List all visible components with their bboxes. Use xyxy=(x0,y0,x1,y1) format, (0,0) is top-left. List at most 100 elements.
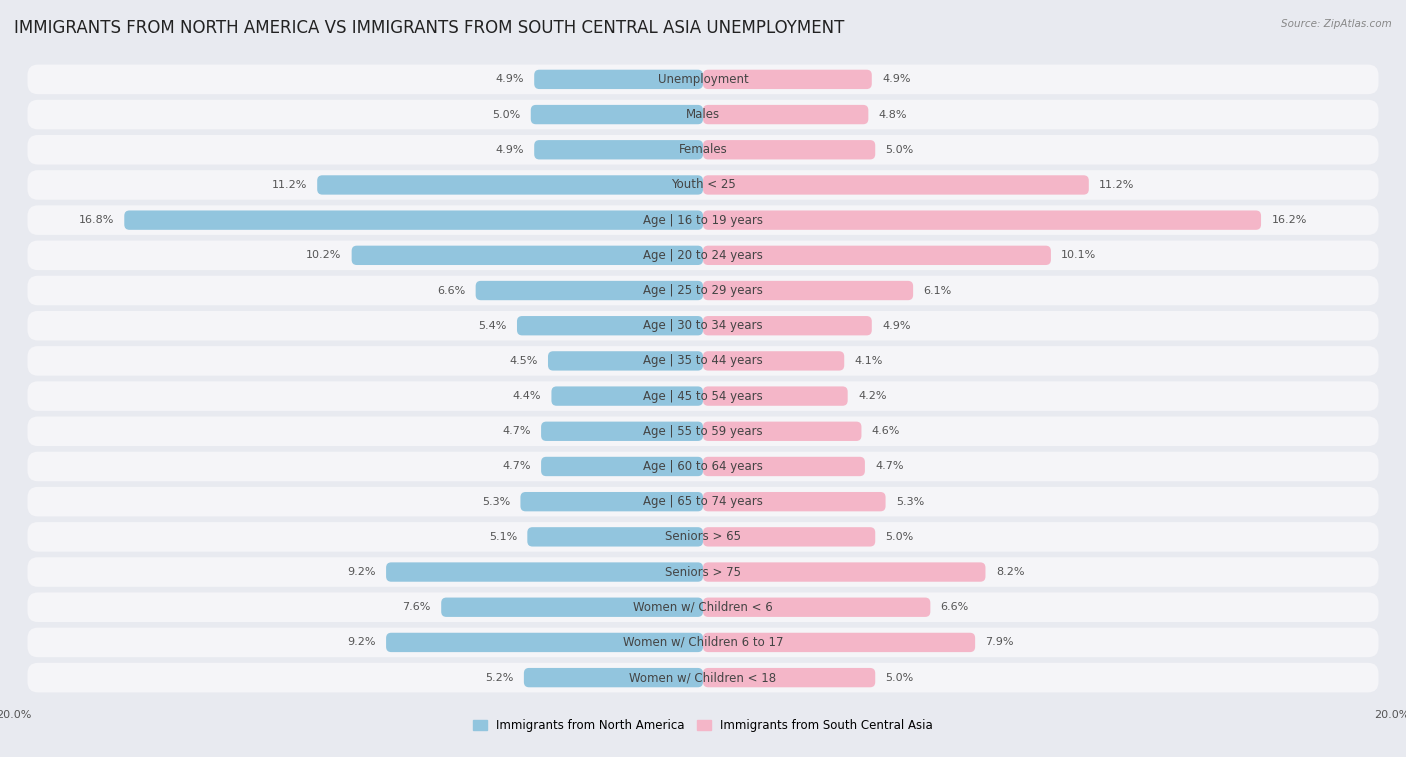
Text: 9.2%: 9.2% xyxy=(347,567,375,577)
Text: 16.2%: 16.2% xyxy=(1271,215,1306,225)
Text: 16.8%: 16.8% xyxy=(79,215,114,225)
FancyBboxPatch shape xyxy=(703,422,862,441)
Text: Age | 30 to 34 years: Age | 30 to 34 years xyxy=(643,319,763,332)
FancyBboxPatch shape xyxy=(527,527,703,547)
FancyBboxPatch shape xyxy=(703,668,875,687)
Text: Age | 20 to 24 years: Age | 20 to 24 years xyxy=(643,249,763,262)
Text: Women w/ Children < 6: Women w/ Children < 6 xyxy=(633,601,773,614)
FancyBboxPatch shape xyxy=(28,416,1378,446)
FancyBboxPatch shape xyxy=(28,522,1378,552)
FancyBboxPatch shape xyxy=(124,210,703,230)
Legend: Immigrants from North America, Immigrants from South Central Asia: Immigrants from North America, Immigrant… xyxy=(468,715,938,737)
Text: Unemployment: Unemployment xyxy=(658,73,748,86)
Text: 4.7%: 4.7% xyxy=(502,426,531,436)
Text: Age | 35 to 44 years: Age | 35 to 44 years xyxy=(643,354,763,367)
FancyBboxPatch shape xyxy=(703,210,1261,230)
FancyBboxPatch shape xyxy=(703,246,1050,265)
Text: Females: Females xyxy=(679,143,727,156)
Text: 4.9%: 4.9% xyxy=(882,74,911,84)
FancyBboxPatch shape xyxy=(28,452,1378,481)
Text: 4.4%: 4.4% xyxy=(513,391,541,401)
Text: 11.2%: 11.2% xyxy=(271,180,307,190)
Text: 4.7%: 4.7% xyxy=(502,462,531,472)
FancyBboxPatch shape xyxy=(534,140,703,160)
FancyBboxPatch shape xyxy=(703,140,875,160)
Text: 5.4%: 5.4% xyxy=(478,321,506,331)
Text: 5.3%: 5.3% xyxy=(482,497,510,506)
Text: 5.2%: 5.2% xyxy=(485,673,513,683)
FancyBboxPatch shape xyxy=(28,311,1378,341)
Text: Males: Males xyxy=(686,108,720,121)
Text: 6.1%: 6.1% xyxy=(924,285,952,295)
FancyBboxPatch shape xyxy=(387,562,703,581)
FancyBboxPatch shape xyxy=(28,135,1378,164)
Text: 4.9%: 4.9% xyxy=(882,321,911,331)
Text: Age | 55 to 59 years: Age | 55 to 59 years xyxy=(643,425,763,438)
FancyBboxPatch shape xyxy=(524,668,703,687)
FancyBboxPatch shape xyxy=(441,597,703,617)
FancyBboxPatch shape xyxy=(703,386,848,406)
Text: 4.7%: 4.7% xyxy=(875,462,904,472)
Text: 10.1%: 10.1% xyxy=(1062,251,1097,260)
FancyBboxPatch shape xyxy=(703,70,872,89)
Text: 4.9%: 4.9% xyxy=(495,145,524,154)
FancyBboxPatch shape xyxy=(534,70,703,89)
FancyBboxPatch shape xyxy=(387,633,703,652)
FancyBboxPatch shape xyxy=(548,351,703,371)
Text: 7.9%: 7.9% xyxy=(986,637,1014,647)
Text: Youth < 25: Youth < 25 xyxy=(671,179,735,192)
Text: Age | 45 to 54 years: Age | 45 to 54 years xyxy=(643,390,763,403)
FancyBboxPatch shape xyxy=(318,176,703,195)
FancyBboxPatch shape xyxy=(703,562,986,581)
FancyBboxPatch shape xyxy=(517,316,703,335)
FancyBboxPatch shape xyxy=(703,316,872,335)
FancyBboxPatch shape xyxy=(541,456,703,476)
Text: Age | 65 to 74 years: Age | 65 to 74 years xyxy=(643,495,763,508)
FancyBboxPatch shape xyxy=(28,663,1378,693)
FancyBboxPatch shape xyxy=(28,100,1378,129)
FancyBboxPatch shape xyxy=(28,170,1378,200)
FancyBboxPatch shape xyxy=(703,351,844,371)
Text: 9.2%: 9.2% xyxy=(347,637,375,647)
Text: 11.2%: 11.2% xyxy=(1099,180,1135,190)
FancyBboxPatch shape xyxy=(703,597,931,617)
Text: Age | 60 to 64 years: Age | 60 to 64 years xyxy=(643,460,763,473)
Text: 5.0%: 5.0% xyxy=(886,532,914,542)
Text: 4.5%: 4.5% xyxy=(509,356,537,366)
FancyBboxPatch shape xyxy=(28,346,1378,375)
Text: 5.1%: 5.1% xyxy=(489,532,517,542)
FancyBboxPatch shape xyxy=(28,64,1378,94)
Text: Seniors > 65: Seniors > 65 xyxy=(665,531,741,544)
Text: Seniors > 75: Seniors > 75 xyxy=(665,565,741,578)
Text: 6.6%: 6.6% xyxy=(437,285,465,295)
FancyBboxPatch shape xyxy=(28,276,1378,305)
FancyBboxPatch shape xyxy=(475,281,703,301)
FancyBboxPatch shape xyxy=(520,492,703,511)
FancyBboxPatch shape xyxy=(28,557,1378,587)
Text: 5.0%: 5.0% xyxy=(492,110,520,120)
FancyBboxPatch shape xyxy=(28,205,1378,235)
FancyBboxPatch shape xyxy=(703,633,976,652)
FancyBboxPatch shape xyxy=(551,386,703,406)
Text: Women w/ Children 6 to 17: Women w/ Children 6 to 17 xyxy=(623,636,783,649)
Text: 4.2%: 4.2% xyxy=(858,391,887,401)
Text: Age | 16 to 19 years: Age | 16 to 19 years xyxy=(643,213,763,226)
Text: 10.2%: 10.2% xyxy=(307,251,342,260)
FancyBboxPatch shape xyxy=(531,105,703,124)
FancyBboxPatch shape xyxy=(703,176,1088,195)
FancyBboxPatch shape xyxy=(703,492,886,511)
Text: 5.0%: 5.0% xyxy=(886,145,914,154)
Text: 4.8%: 4.8% xyxy=(879,110,907,120)
FancyBboxPatch shape xyxy=(28,487,1378,516)
Text: Women w/ Children < 18: Women w/ Children < 18 xyxy=(630,671,776,684)
FancyBboxPatch shape xyxy=(352,246,703,265)
Text: 6.6%: 6.6% xyxy=(941,603,969,612)
Text: 4.1%: 4.1% xyxy=(855,356,883,366)
FancyBboxPatch shape xyxy=(541,422,703,441)
FancyBboxPatch shape xyxy=(703,281,912,301)
Text: 8.2%: 8.2% xyxy=(995,567,1025,577)
FancyBboxPatch shape xyxy=(28,382,1378,411)
Text: 4.9%: 4.9% xyxy=(495,74,524,84)
Text: IMMIGRANTS FROM NORTH AMERICA VS IMMIGRANTS FROM SOUTH CENTRAL ASIA UNEMPLOYMENT: IMMIGRANTS FROM NORTH AMERICA VS IMMIGRA… xyxy=(14,19,845,37)
Text: 5.3%: 5.3% xyxy=(896,497,924,506)
